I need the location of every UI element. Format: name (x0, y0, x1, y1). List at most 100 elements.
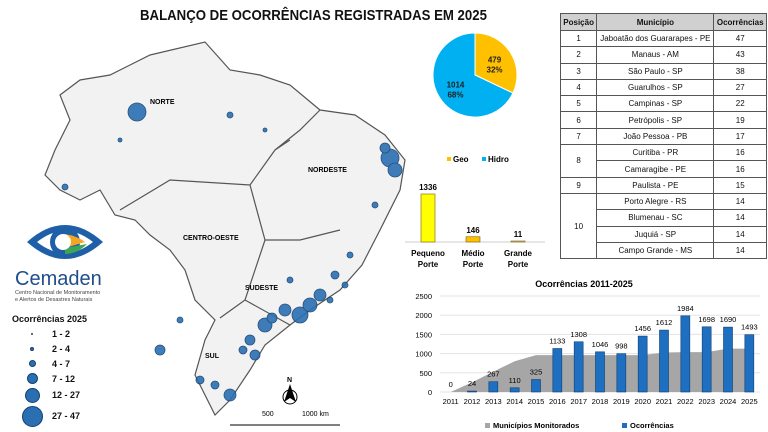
cell-municipio: São Paulo - SP (596, 62, 715, 80)
bar-value-label: 1308 (570, 330, 587, 339)
cell-ocorrencias: 16 (713, 160, 767, 178)
bar-value-label: 1698 (698, 315, 715, 324)
region-label-sudeste: SUDESTE (245, 285, 278, 292)
eye-logo-icon (27, 225, 103, 259)
cell-municipio: Juquiá - SP (596, 225, 715, 243)
cell-ocorrencias: 17 (713, 127, 767, 146)
scale-label-1000: 1000 km (302, 411, 329, 418)
legend-label: Municípios Monitorados (493, 421, 579, 430)
table-row: 7 João Pessoa - PB 17 (559, 127, 767, 146)
bar-value-label: 110 (509, 376, 521, 385)
bar-ocorrencias-2016 (552, 348, 563, 393)
cell-municipio: Campo Grande - MS (596, 241, 715, 260)
bar-2 (510, 240, 526, 243)
cell-position: 2 (559, 46, 598, 64)
cell-ocorrencias: 15 (713, 176, 767, 194)
table-row: 6 Petrópolis - SP 19 (559, 111, 767, 129)
pie-percent-label: 68% (447, 90, 463, 99)
bar-ocorrencias-2013 (488, 381, 499, 393)
cell-municipio: Campinas - SP (596, 95, 715, 113)
y-tick-label: 500 (419, 369, 432, 378)
bar-ocorrencias-2015 (531, 379, 541, 393)
pie-legend-label: Hidro (488, 155, 509, 164)
bar-value-label: 1493 (741, 323, 758, 332)
north-arrow-icon: N (282, 377, 298, 405)
chart-title: Ocorrências 2011-2025 (535, 279, 633, 289)
table-row: 4 Guarulhos - SP 27 (559, 78, 767, 97)
y-tick-label: 2500 (415, 292, 432, 301)
cell-municipio: João Pessoa - PB (596, 127, 715, 146)
bar-category-label: Porte (508, 260, 529, 269)
region-label-centro-oeste: CENTRO-OESTE (183, 235, 239, 242)
cell-ocorrencias: 14 (713, 225, 767, 243)
cell-ocorrencias: 14 (713, 209, 767, 227)
cell-position: 3 (559, 62, 598, 80)
x-tick-label: 2012 (464, 397, 481, 406)
x-tick-label: 2023 (698, 397, 715, 406)
bar-ocorrencias-2018 (595, 351, 605, 393)
cell-ocorrencias: 16 (713, 144, 767, 162)
y-tick-label: 1500 (415, 330, 432, 339)
bar-ocorrencias-2024 (723, 326, 733, 393)
legend-swatch (485, 423, 490, 428)
occurrence-bubbles (61, 102, 403, 402)
bar-ocorrencias-2021 (659, 329, 669, 393)
cell-position: 7 (559, 127, 598, 146)
scale-label-500: 500 (262, 411, 274, 418)
region-label-sul: SUL (205, 353, 220, 360)
bar-value-label: 11 (514, 230, 523, 239)
history-chart: Ocorrências 2011-2025 0 500 1000 1500 2000 250… (415, 279, 760, 430)
col-header: Ocorrências (713, 13, 767, 31)
bar-ocorrencias-2012 (467, 390, 477, 393)
bar-category-label: Porte (418, 260, 439, 269)
legend-swatch (447, 157, 451, 161)
bar-ocorrencias-2022 (680, 315, 691, 393)
legend-swatch (622, 423, 627, 428)
cell-position: 8 (559, 144, 598, 178)
bar-0 (420, 193, 436, 243)
bar-value-label: 1456 (634, 324, 651, 333)
x-tick-label: 2015 (528, 397, 545, 406)
x-tick-label: 2011 (443, 397, 459, 406)
table-row: 2 Manaus - AM 43 (559, 46, 767, 64)
cell-municipio: Porto Alegre - RS (596, 192, 715, 211)
bar-value-label: 267 (487, 370, 500, 379)
table-row: 8 Curitiba - PR 16 (559, 144, 767, 178)
bar-category-label: Médio (461, 249, 484, 258)
bar-ocorrencias-2025 (744, 334, 755, 393)
bar-category-label: Pequeno (411, 249, 445, 258)
col-header: Posição (559, 13, 598, 31)
x-tick-label: 2024 (720, 397, 737, 406)
bar-value-label: 1984 (677, 304, 694, 313)
cell-position: 10 (559, 192, 598, 260)
page-title: BALANÇO DE OCORRÊNCIAS REGISTRADAS EM 20… (140, 7, 487, 24)
table-row: 1 Jaboatão dos Guararapes - PE 47 (559, 29, 767, 48)
cell-municipio: Manaus - AM (596, 46, 715, 64)
bar-ocorrencias-2017 (573, 341, 584, 393)
table-row: 3 São Paulo - SP 38 (559, 62, 767, 80)
bar-value-label: 325 (530, 368, 543, 377)
region-label-norte: NORTE (150, 99, 175, 106)
cell-municipio: Curitiba - PR (596, 144, 715, 162)
cell-ocorrencias: 14 (713, 241, 767, 260)
cell-ocorrencias: 14 (713, 192, 767, 211)
table-row: 9 Paulista - PE 15 (559, 176, 767, 194)
cell-position: 9 (559, 176, 598, 194)
pie-slice-hidro (432, 32, 514, 118)
bar-value-label: 1336 (419, 183, 437, 192)
y-tick-label: 2000 (415, 311, 432, 320)
col-header: Município (596, 13, 715, 31)
cell-ocorrencias: 19 (713, 111, 767, 129)
cell-ocorrencias: 43 (713, 46, 767, 64)
pie-slice-geo (474, 32, 518, 94)
bar-ocorrencias-2014 (509, 387, 520, 393)
table-row: 5 Campinas - SP 22 (559, 95, 767, 113)
bar-category-label: Grande (504, 249, 533, 258)
bar-value-label: 1046 (592, 340, 609, 349)
x-tick-label: 2017 (570, 397, 587, 406)
cemaden-logo: Cemaden Centro Nacional de Monitoramento… (15, 216, 125, 304)
x-tick-label: 2022 (677, 397, 694, 406)
bar-value-label: 1133 (549, 336, 565, 345)
x-tick-label: 2018 (592, 397, 609, 406)
